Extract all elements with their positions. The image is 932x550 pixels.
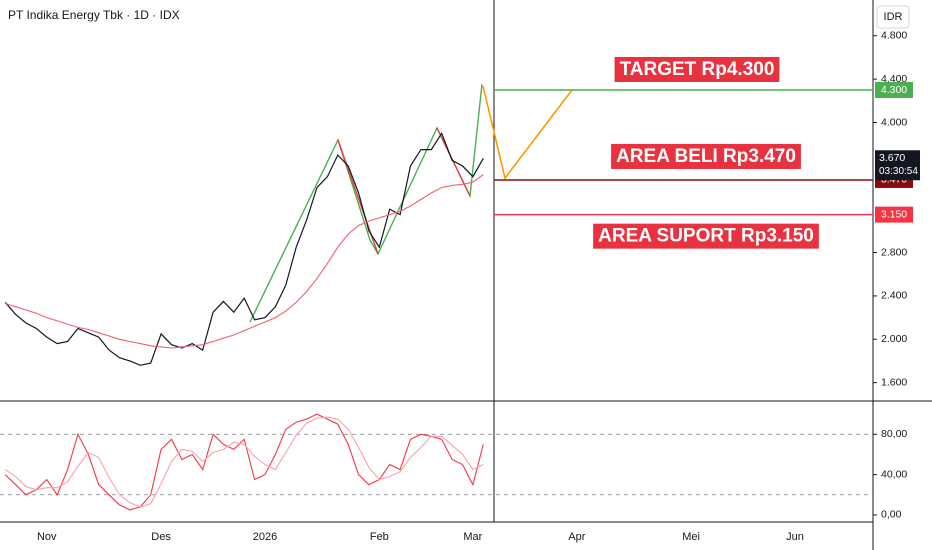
x-tick-label: Nov — [37, 531, 57, 543]
y-tick-label: 1.600 — [881, 376, 907, 388]
chart-title: PT Indika Energy Tbk · 1D · IDX — [8, 8, 180, 22]
y-tick-label: 2.000 — [881, 333, 907, 345]
y-tick-label: 2.800 — [881, 246, 907, 258]
y-tick-label: 4.800 — [881, 30, 907, 42]
annotation-box — [611, 143, 801, 169]
annotation: TARGET Rp4.300 — [620, 59, 775, 80]
x-tick-label: Mei — [682, 531, 700, 543]
y-tick-label: 40,00 — [881, 468, 907, 480]
x-tick-label: Des — [151, 531, 171, 543]
countdown: 03:30:54 — [879, 166, 918, 177]
zigzag-down — [436, 127, 471, 197]
projection — [482, 85, 573, 180]
level-tag — [875, 81, 913, 98]
y-tick-label: 4.400 — [881, 73, 907, 85]
annotation: AREA SUPORT Rp3.150 — [598, 226, 814, 247]
last-price-tag — [875, 150, 920, 181]
level-tag-label: 4.300 — [881, 84, 907, 96]
y-tick-label: 0,00 — [881, 509, 902, 521]
currency-box — [876, 5, 910, 29]
currency: IDR — [884, 11, 903, 23]
annotation-box — [593, 223, 819, 249]
series-line — [4, 131, 484, 366]
x-tick-label: Apr — [568, 531, 585, 543]
y-tick-label: 4.000 — [881, 116, 907, 128]
level-tag — [875, 206, 913, 223]
series-line — [4, 416, 484, 508]
x-tick-label: Jun — [786, 531, 804, 543]
y-tick-label: 80,00 — [881, 428, 907, 440]
x-tick-label: Feb — [370, 531, 389, 543]
annotation: AREA BELI Rp3.470 — [616, 146, 796, 167]
level-tag-label: 3.150 — [881, 208, 907, 220]
series-line — [5, 174, 484, 349]
series-line — [4, 413, 484, 511]
x-tick-label: 2026 — [253, 531, 277, 543]
x-tick-label: Mar — [463, 531, 482, 543]
y-tick-label: 2.400 — [881, 290, 907, 302]
annotation-box — [614, 56, 780, 82]
last-price-label: 3.670 — [879, 152, 905, 164]
